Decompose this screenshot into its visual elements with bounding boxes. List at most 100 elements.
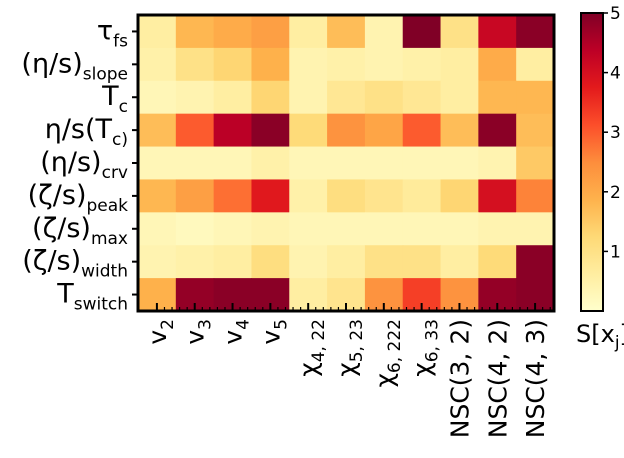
heatmap-cell	[364, 80, 404, 115]
colorbar-tick-label: 5	[610, 4, 621, 24]
heatmap-cell	[402, 179, 442, 213]
row-label: (ζ/s)peak	[28, 180, 129, 216]
heatmap-cell	[516, 212, 555, 246]
column-label: NSC(4, 2)	[483, 319, 512, 438]
row-label: Tswitch	[56, 279, 128, 315]
heatmap-cell	[327, 80, 366, 115]
heatmap-cell	[440, 15, 479, 49]
heatmap-cell	[478, 113, 517, 148]
heatmap-cell	[364, 179, 404, 213]
column-label: v3	[181, 319, 216, 345]
heatmap-cell	[327, 15, 366, 49]
heatmap-cell	[327, 245, 366, 279]
heatmap-cell	[516, 80, 555, 115]
heatmap-cell	[364, 212, 404, 246]
heatmap-cell	[478, 146, 517, 181]
heatmap-cell	[289, 179, 328, 213]
colorbar-tick-label: 3	[610, 123, 621, 143]
row-labels: τfs(η/s)slopeTcη/s(Tc)(η/s)crv(ζ/s)peak(…	[21, 15, 128, 314]
heatmap-cell	[289, 146, 328, 181]
heatmap-cell	[289, 80, 328, 115]
heatmap-cell	[175, 179, 215, 213]
heatmap-cell	[364, 113, 404, 148]
heatmap-cell	[440, 47, 479, 82]
heatmap-cell	[402, 212, 442, 246]
heatmap-cell	[251, 80, 290, 115]
heatmap-cell	[478, 179, 517, 213]
column-label: v2	[143, 319, 178, 345]
heatmap-cell	[251, 245, 290, 279]
heatmap-cell	[213, 80, 253, 115]
colorbar-tick-label: 4	[610, 64, 621, 84]
heatmap-cell	[213, 245, 253, 279]
heatmap-cell	[138, 245, 177, 279]
heatmap-cell	[364, 47, 404, 82]
row-label: (η/s)crv	[40, 147, 128, 183]
row-label: Tc	[101, 81, 128, 117]
heatmap-cell	[478, 15, 517, 49]
heatmap-cell	[175, 47, 215, 82]
heatmap-cell	[138, 80, 177, 115]
heatmap-cell	[364, 245, 404, 279]
heatmap-cell	[327, 146, 366, 181]
heatmap-cell	[213, 113, 253, 148]
column-label: NSC(4, 3)	[521, 319, 550, 438]
heatmap-cell	[440, 146, 479, 181]
heatmap-cell	[175, 245, 215, 279]
heatmap-cell	[289, 113, 328, 148]
heatmap-cell	[138, 212, 177, 246]
heatmap-cell	[516, 15, 555, 49]
heatmap-cell	[251, 212, 290, 246]
heatmap-cell	[327, 179, 366, 213]
heatmap-cell	[402, 80, 442, 115]
heatmap-cell	[138, 146, 177, 181]
row-label: (η/s)slope	[21, 48, 128, 84]
row-label: (ζ/s)max	[32, 213, 128, 249]
heatmap-cell	[402, 146, 442, 181]
heatmap-cell	[213, 212, 253, 246]
column-label: χ6, 33	[408, 319, 443, 377]
heatmap-cell	[138, 179, 177, 213]
heatmap-cell	[440, 245, 479, 279]
heatmap-cell	[289, 212, 328, 246]
heatmap-cell	[175, 146, 215, 181]
heatmap-cell	[175, 113, 215, 148]
heatmap-cell	[402, 47, 442, 82]
heatmap-cell	[213, 179, 253, 213]
heatmap-cell	[516, 47, 555, 82]
column-label: v4	[219, 319, 254, 345]
heatmap-cell	[516, 245, 555, 279]
heatmap-cell	[440, 113, 479, 148]
heatmap-cell	[138, 47, 177, 82]
heatmap-cell	[402, 113, 442, 148]
heatmap-cell	[478, 245, 517, 279]
colorbar	[580, 12, 604, 312]
heatmap-cell	[213, 47, 253, 82]
heatmap-cell	[440, 179, 479, 213]
heatmap-cell	[327, 113, 366, 148]
column-label: χ6, 222	[370, 319, 405, 388]
heatmap-cells	[138, 15, 555, 312]
column-label: χ5, 23	[332, 319, 367, 377]
heatmap-cell	[289, 47, 328, 82]
heatmap-cell	[251, 15, 290, 49]
heatmap-cell	[213, 15, 253, 49]
column-label: v5	[256, 319, 291, 345]
heatmap-cell	[402, 15, 442, 49]
heatmap-cell	[289, 15, 328, 49]
heatmap-cell	[402, 245, 442, 279]
heatmap-cell	[251, 179, 290, 213]
column-label: NSC(3, 2)	[445, 319, 474, 438]
heatmap-cell	[364, 146, 404, 181]
heatmap-cell	[478, 212, 517, 246]
row-label: (ζ/s)width	[22, 246, 128, 282]
heatmap-cell	[516, 179, 555, 213]
row-label: τfs	[97, 15, 128, 51]
heatmap-cell	[289, 245, 328, 279]
row-label: η/s(Tc)	[45, 114, 128, 150]
heatmap-cell	[175, 80, 215, 115]
heatmap-cell	[138, 15, 177, 49]
heatmap-cell	[251, 146, 290, 181]
heatmap-cell	[327, 47, 366, 82]
column-label: χ4, 22	[294, 319, 329, 377]
